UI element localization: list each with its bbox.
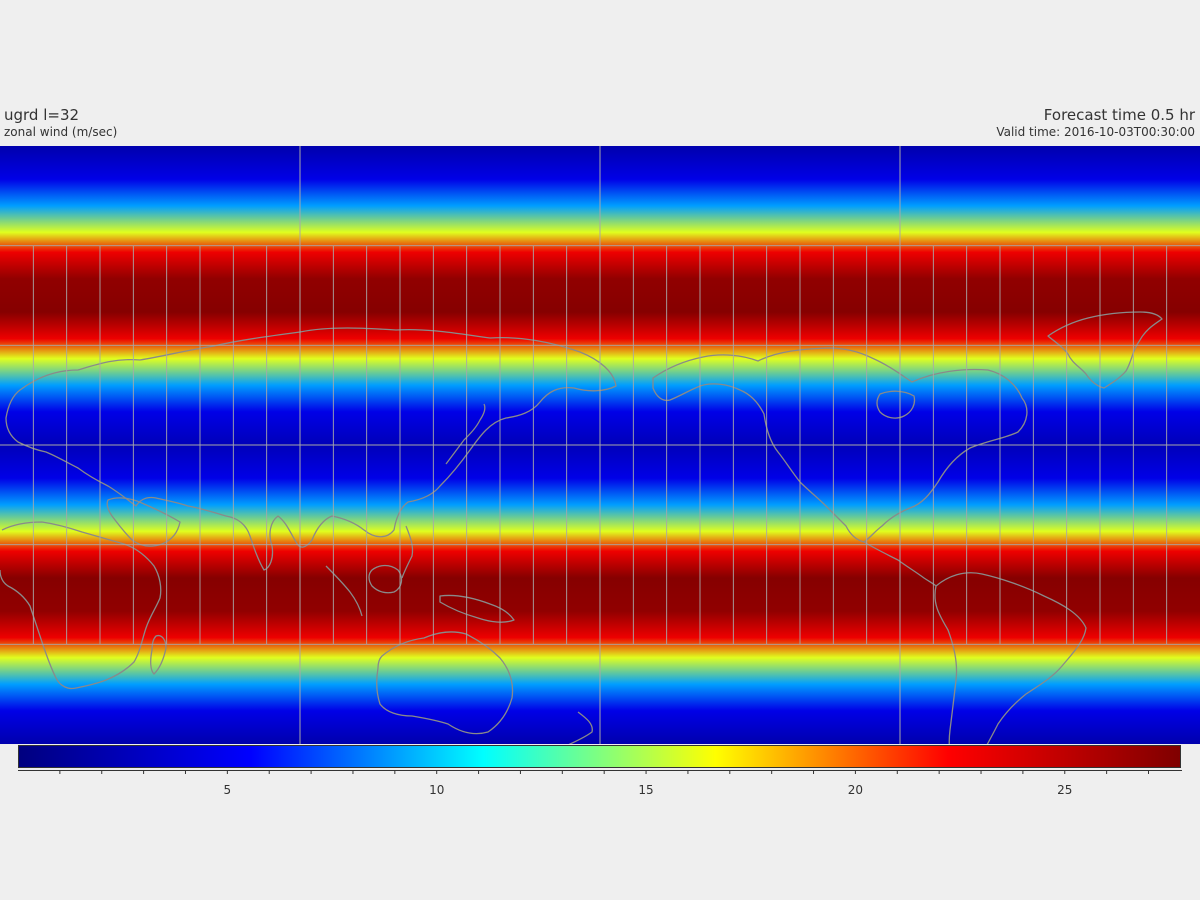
coastlines <box>0 311 1163 744</box>
coastline-north-america <box>652 347 1028 543</box>
colorbar-ticks: 5 10 15 20 25 <box>59 770 1150 797</box>
colorbar-tick-label: 25 <box>1057 783 1072 797</box>
forecast-time: Forecast time 0.5 hr <box>1043 106 1195 124</box>
colorbar-tick-label: 20 <box>848 783 863 797</box>
coastline-australia <box>376 631 514 735</box>
valid-time: Valid time: 2016-10-03T00:30:00 <box>996 125 1195 139</box>
coastline-greenland <box>1047 311 1163 389</box>
graticule <box>0 146 1200 744</box>
colorbar: 5 10 15 20 25 <box>18 745 1182 797</box>
coastline-new-guinea <box>439 594 515 623</box>
coastline-central-america <box>863 541 937 587</box>
coastline-south-america <box>934 572 1087 744</box>
coastline-philippines <box>401 525 414 579</box>
coastline-japan <box>445 403 486 465</box>
coastline-hudson-bay <box>876 390 916 419</box>
variable-subtitle: zonal wind (m/sec) <box>4 125 118 139</box>
colorbar-tick-label: 10 <box>429 783 444 797</box>
coastline-new-zealand <box>568 711 593 744</box>
variable-title: ugrd l=32 <box>4 106 80 124</box>
variable-title-block: ugrd l=32 zonal wind (m/sec) <box>4 106 117 139</box>
coastline-borneo <box>368 564 403 594</box>
time-info-block: Forecast time 0.5 hr Valid time: 2016-10… <box>996 106 1195 139</box>
wind-map <box>0 146 1200 744</box>
coastline-eurasia <box>5 327 617 571</box>
colorbar-tick-label: 15 <box>638 783 653 797</box>
colorbar-tick-label: 5 <box>224 783 232 797</box>
colorbar-swatch <box>18 745 1181 768</box>
coastline-arabia <box>106 497 181 547</box>
